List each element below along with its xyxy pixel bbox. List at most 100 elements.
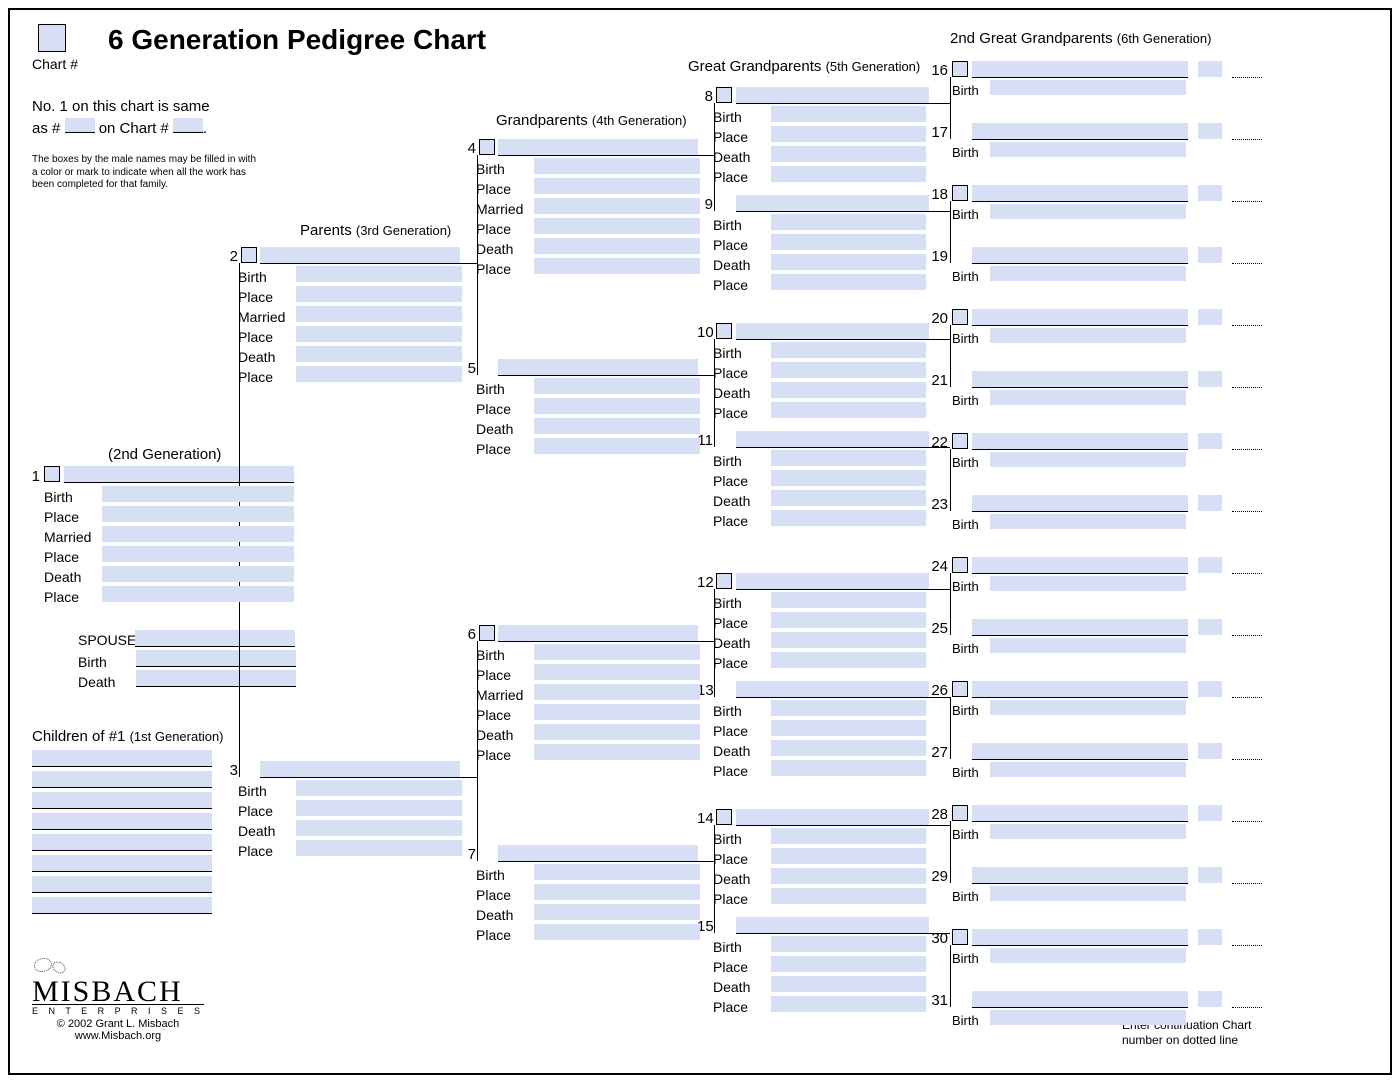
detail-field[interactable] bbox=[296, 266, 462, 282]
detail-field[interactable] bbox=[771, 652, 926, 668]
detail-field[interactable] bbox=[534, 684, 700, 700]
detail-field[interactable] bbox=[534, 258, 700, 274]
name-25[interactable] bbox=[972, 619, 1188, 636]
name-29[interactable] bbox=[972, 867, 1188, 884]
detail-field[interactable] bbox=[771, 106, 926, 122]
cont-dot-18[interactable] bbox=[1232, 185, 1262, 202]
child-field[interactable] bbox=[32, 876, 212, 893]
birth-field-23[interactable] bbox=[990, 514, 1186, 529]
detail-field[interactable] bbox=[771, 720, 926, 736]
detail-field[interactable] bbox=[771, 214, 926, 230]
sq-4[interactable] bbox=[479, 139, 495, 155]
detail-field[interactable] bbox=[771, 274, 926, 290]
name-14[interactable] bbox=[736, 809, 929, 826]
detail-field[interactable] bbox=[534, 238, 700, 254]
sq-24[interactable] bbox=[952, 557, 968, 573]
detail-field[interactable] bbox=[534, 158, 700, 174]
birth-field-30[interactable] bbox=[990, 948, 1186, 963]
detail-field[interactable] bbox=[771, 510, 926, 526]
cont-field-29[interactable] bbox=[1198, 867, 1222, 883]
name-20[interactable] bbox=[972, 309, 1188, 326]
detail-field[interactable] bbox=[296, 306, 462, 322]
detail-field[interactable] bbox=[771, 612, 926, 628]
name-21[interactable] bbox=[972, 371, 1188, 388]
cont-dot-29[interactable] bbox=[1232, 867, 1262, 884]
cont-dot-21[interactable] bbox=[1232, 371, 1262, 388]
name-12[interactable] bbox=[736, 573, 929, 590]
cont-dot-17[interactable] bbox=[1232, 123, 1262, 140]
detail-field[interactable] bbox=[102, 546, 294, 562]
cont-field-24[interactable] bbox=[1198, 557, 1222, 573]
detail-field[interactable] bbox=[771, 760, 926, 776]
child-field[interactable] bbox=[32, 834, 212, 851]
name-8[interactable] bbox=[736, 87, 929, 104]
detail-field[interactable] bbox=[102, 566, 294, 582]
cont-dot-26[interactable] bbox=[1232, 681, 1262, 698]
name-11[interactable] bbox=[736, 431, 929, 448]
cont-field-22[interactable] bbox=[1198, 433, 1222, 449]
detail-field[interactable] bbox=[102, 486, 294, 502]
cont-dot-28[interactable] bbox=[1232, 805, 1262, 822]
detail-field[interactable] bbox=[771, 996, 926, 1012]
name-31[interactable] bbox=[972, 991, 1188, 1008]
cont-field-25[interactable] bbox=[1198, 619, 1222, 635]
detail-field[interactable] bbox=[534, 398, 700, 414]
detail-field[interactable] bbox=[102, 506, 294, 522]
cont-dot-27[interactable] bbox=[1232, 743, 1262, 760]
detail-field[interactable] bbox=[534, 178, 700, 194]
name-27[interactable] bbox=[972, 743, 1188, 760]
detail-field[interactable] bbox=[771, 936, 926, 952]
detail-field[interactable] bbox=[771, 828, 926, 844]
birth-field-27[interactable] bbox=[990, 762, 1186, 777]
cont-field-30[interactable] bbox=[1198, 929, 1222, 945]
detail-field[interactable] bbox=[771, 700, 926, 716]
detail-field[interactable] bbox=[296, 820, 462, 836]
name-18[interactable] bbox=[972, 185, 1188, 202]
detail-field[interactable] bbox=[296, 366, 462, 382]
cont-dot-24[interactable] bbox=[1232, 557, 1262, 574]
detail-field[interactable] bbox=[296, 326, 462, 342]
spouse-name[interactable] bbox=[135, 630, 295, 647]
birth-field-18[interactable] bbox=[990, 204, 1186, 219]
name-13[interactable] bbox=[736, 681, 929, 698]
name-4[interactable] bbox=[498, 139, 698, 156]
detail-field[interactable] bbox=[771, 362, 926, 378]
name-2[interactable] bbox=[260, 247, 460, 264]
sq-12[interactable] bbox=[716, 573, 732, 589]
detail-field[interactable] bbox=[771, 976, 926, 992]
child-field[interactable] bbox=[32, 855, 212, 872]
detail-field[interactable] bbox=[771, 126, 926, 142]
child-field[interactable] bbox=[32, 771, 212, 788]
detail-field[interactable] bbox=[296, 346, 462, 362]
birth-field-25[interactable] bbox=[990, 638, 1186, 653]
detail-field[interactable] bbox=[534, 664, 700, 680]
detail-field[interactable] bbox=[534, 704, 700, 720]
cont-field-17[interactable] bbox=[1198, 123, 1222, 139]
birth-field-26[interactable] bbox=[990, 700, 1186, 715]
child-field[interactable] bbox=[32, 792, 212, 809]
detail-field[interactable] bbox=[534, 884, 700, 900]
birth-field-24[interactable] bbox=[990, 576, 1186, 591]
sq-1[interactable] bbox=[44, 466, 60, 482]
cont-dot-20[interactable] bbox=[1232, 309, 1262, 326]
name-6[interactable] bbox=[498, 625, 698, 642]
name-10[interactable] bbox=[736, 323, 929, 340]
detail-field[interactable] bbox=[771, 166, 926, 182]
detail-field[interactable] bbox=[771, 740, 926, 756]
cont-field-31[interactable] bbox=[1198, 991, 1222, 1007]
child-field[interactable] bbox=[32, 897, 212, 914]
detail-field[interactable] bbox=[534, 864, 700, 880]
detail-field[interactable] bbox=[534, 904, 700, 920]
detail-field[interactable] bbox=[102, 586, 294, 602]
name-15[interactable] bbox=[736, 917, 929, 934]
sq-14[interactable] bbox=[716, 809, 732, 825]
name-23[interactable] bbox=[972, 495, 1188, 512]
sq-6[interactable] bbox=[479, 625, 495, 641]
name-1[interactable] bbox=[64, 466, 294, 483]
sq-8[interactable] bbox=[716, 87, 732, 103]
sq-16[interactable] bbox=[952, 61, 968, 77]
cont-dot-31[interactable] bbox=[1232, 991, 1262, 1008]
name-16[interactable] bbox=[972, 61, 1188, 78]
birth-field-28[interactable] bbox=[990, 824, 1186, 839]
detail-field[interactable] bbox=[771, 382, 926, 398]
